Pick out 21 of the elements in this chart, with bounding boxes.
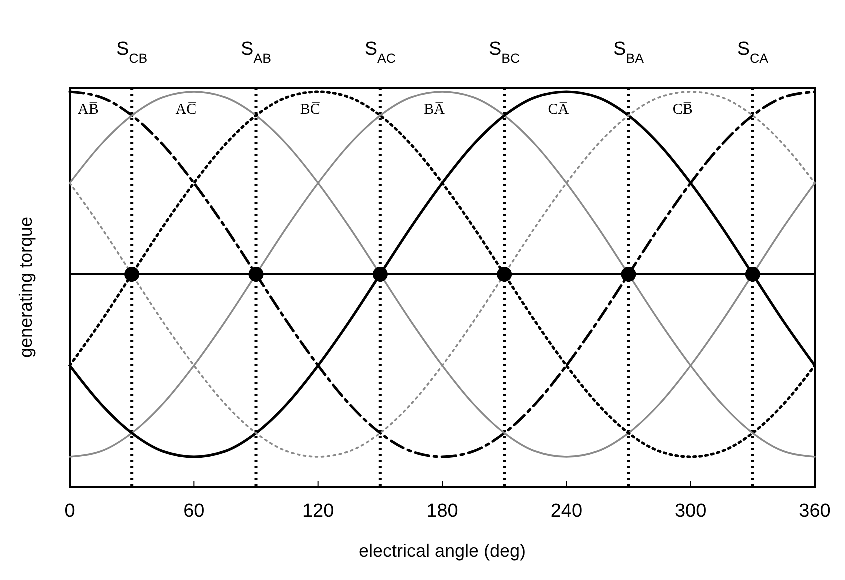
x-tick-label: 0 <box>64 501 76 522</box>
series-label: BC̅ <box>300 101 320 118</box>
series-label: AC̅ <box>176 101 197 118</box>
x-tick-label: 240 <box>550 501 583 522</box>
x-tick-label: 120 <box>302 501 334 522</box>
series-label: BA̅ <box>424 101 446 118</box>
ref-line-label: S$_{BC}$ <box>488 39 521 66</box>
x-tick-label: 180 <box>426 501 458 522</box>
x-axis-title: electrical angle (deg) <box>358 541 526 561</box>
y-axis-title: generating torque <box>16 216 36 358</box>
x-tick-label: 300 <box>674 501 707 522</box>
x-tick-label: 360 <box>799 501 831 522</box>
ref-line-label: S$_{AC}$ <box>364 39 396 66</box>
ref-line-label: S$_{AB}$ <box>241 39 272 66</box>
ref-line-label: S$_{CB}$ <box>116 39 148 66</box>
ref-line-label: S$_{BA}$ <box>614 39 644 66</box>
series-label: CA̅ <box>548 101 570 118</box>
ref-line-label: S$_{CA}$ <box>737 39 769 66</box>
series-label: CB̅ <box>672 102 693 118</box>
series-label: AB̅ <box>78 102 99 118</box>
x-tick-label: 60 <box>184 501 205 522</box>
